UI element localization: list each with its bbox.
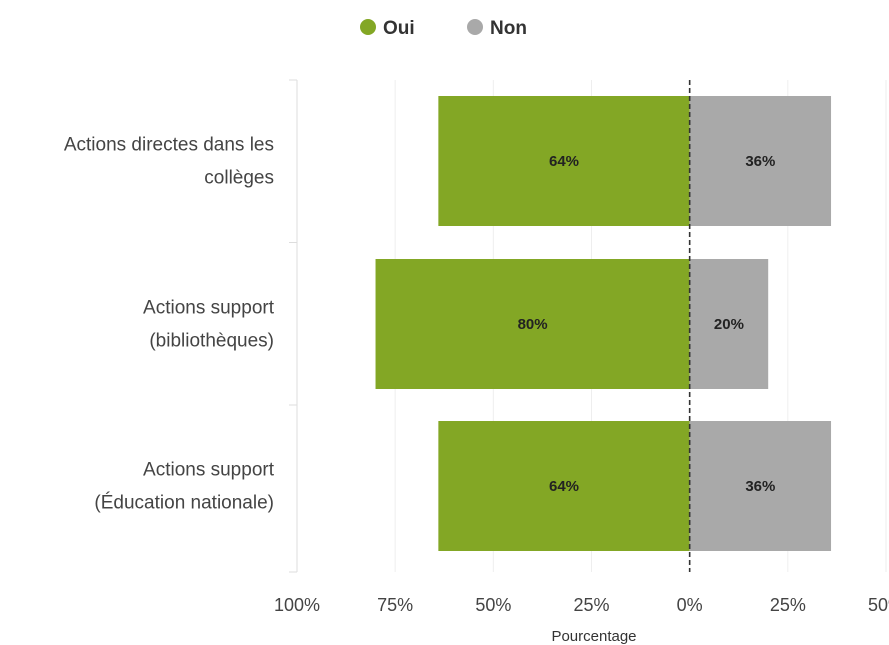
x-tick-label: 100%	[274, 595, 320, 615]
axis-lines	[289, 79, 298, 573]
data-labels: 64% 80% 64% 36% 20% 36%	[518, 153, 776, 495]
legend-label-oui: Oui	[383, 18, 415, 39]
data-label: 64%	[549, 153, 579, 170]
legend: Oui Non	[360, 18, 527, 39]
category-label: (bibliothèques)	[149, 331, 274, 352]
data-label: 64%	[549, 478, 579, 495]
bar-oui	[438, 96, 690, 226]
x-tick-label: 25%	[770, 595, 806, 615]
bar-non	[689, 259, 769, 389]
category-label: collèges	[204, 168, 274, 189]
bar-oui	[438, 421, 690, 551]
legend-marker-non	[467, 19, 483, 35]
data-label: 20%	[714, 316, 744, 333]
x-tick-label: 50%	[868, 595, 889, 615]
data-label: 36%	[745, 478, 775, 495]
data-label: 80%	[518, 316, 548, 333]
x-tick-label: 50%	[475, 595, 511, 615]
category-label: (Éducation nationale)	[94, 493, 274, 514]
bars	[375, 96, 832, 551]
bar-non	[689, 421, 832, 551]
bar-oui	[375, 259, 690, 389]
category-label: Actions directes dans les	[64, 135, 274, 156]
x-tick-label: 0%	[677, 595, 703, 615]
category-labels: Actions directes dans les collèges Actions…	[64, 135, 275, 514]
data-label: 36%	[745, 153, 775, 170]
bar-non	[689, 96, 832, 226]
x-tick-label: 75%	[377, 595, 413, 615]
category-label: Actions support	[143, 460, 275, 481]
x-axis-title: Pourcentage	[551, 628, 636, 645]
legend-label-non: Non	[490, 18, 527, 39]
x-tick-labels: 100% 75% 50% 25% 0% 25% 50%	[274, 595, 889, 615]
category-label: Actions support	[143, 298, 275, 319]
x-tick-label: 25%	[573, 595, 609, 615]
legend-marker-oui	[360, 19, 376, 35]
